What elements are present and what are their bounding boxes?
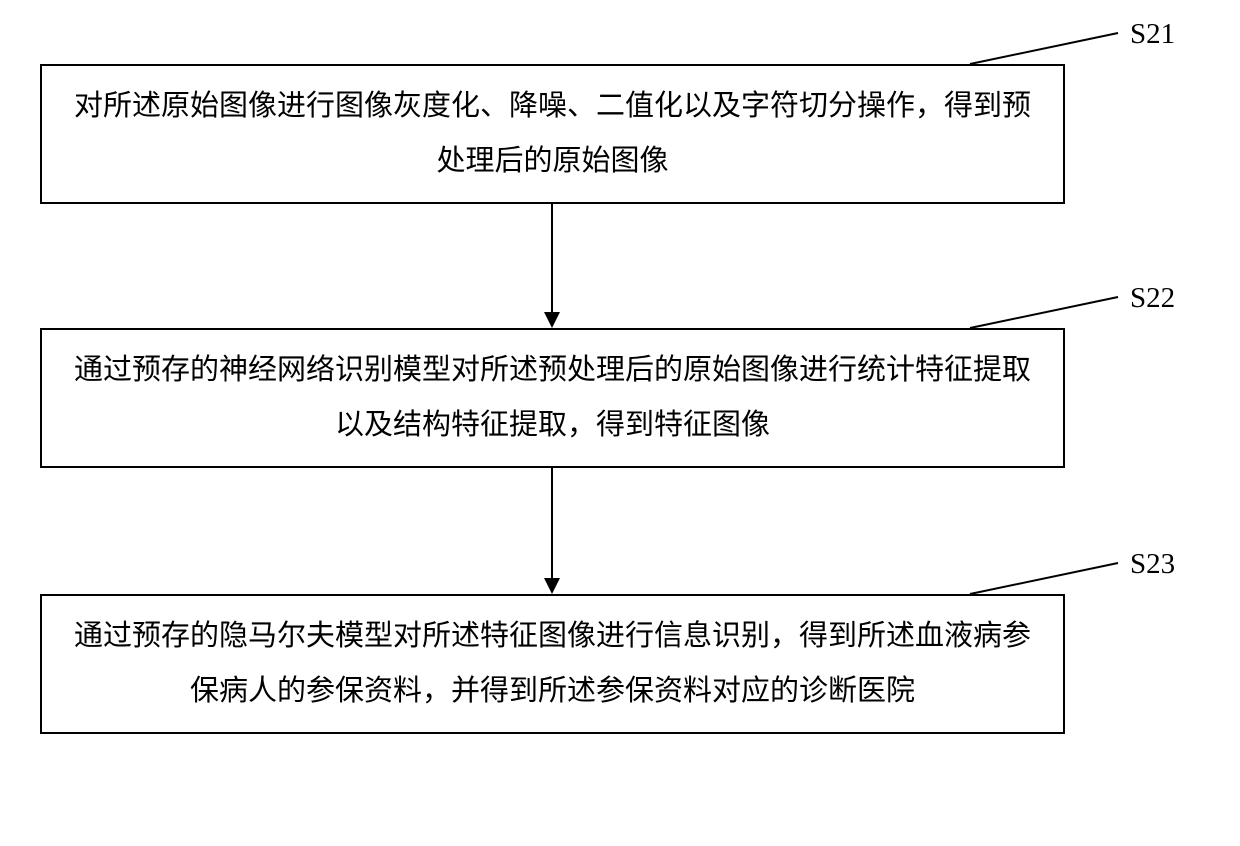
label-text: S23 — [1130, 548, 1175, 580]
step-text: 通过预存的隐马尔夫模型对所述特征图像进行信息识别，得到所述血液病参保病人的参保资… — [66, 609, 1039, 719]
arrow-head-icon — [544, 312, 560, 328]
step-label-s23: S23 — [1130, 548, 1175, 581]
step-text: 通过预存的神经网络识别模型对所述预处理后的原始图像进行统计特征提取以及结构特征提… — [66, 343, 1039, 453]
arrow-s22-s23 — [551, 468, 553, 578]
step-box-s21: 对所述原始图像进行图像灰度化、降噪、二值化以及字符切分操作，得到预处理后的原始图… — [40, 64, 1065, 204]
label-text: S21 — [1130, 18, 1175, 50]
step-label-s21: S21 — [1130, 18, 1175, 51]
step-text: 对所述原始图像进行图像灰度化、降噪、二值化以及字符切分操作，得到预处理后的原始图… — [66, 79, 1039, 189]
arrow-s21-s22 — [551, 204, 553, 312]
step-label-s22: S22 — [1130, 282, 1175, 315]
label-text: S22 — [1130, 282, 1175, 314]
step-box-s22: 通过预存的神经网络识别模型对所述预处理后的原始图像进行统计特征提取以及结构特征提… — [40, 328, 1065, 468]
arrow-head-icon — [544, 578, 560, 594]
step-box-s23: 通过预存的隐马尔夫模型对所述特征图像进行信息识别，得到所述血液病参保病人的参保资… — [40, 594, 1065, 734]
